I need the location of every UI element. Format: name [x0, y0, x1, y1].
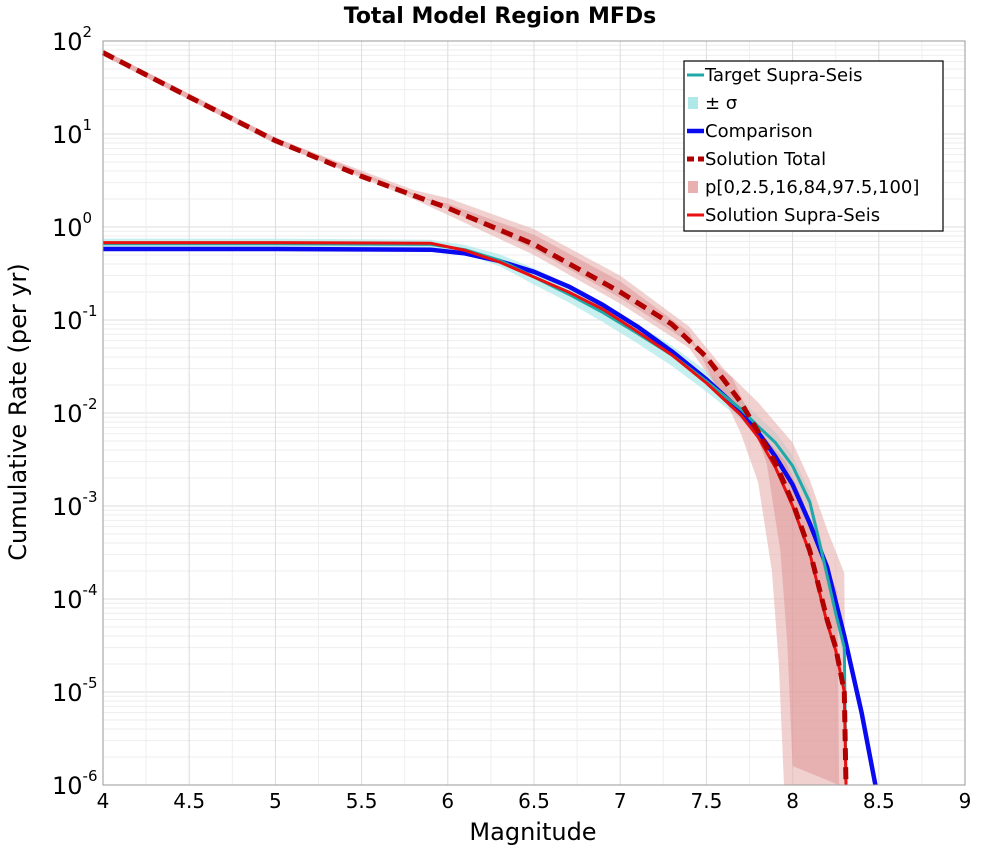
x-tick-label: 7 — [614, 789, 627, 813]
x-tick-label: 5.5 — [346, 789, 378, 813]
legend-label: Solution Supra-Seis — [705, 205, 880, 226]
y-tick-label: 10-2 — [52, 395, 98, 428]
plot-frame — [102, 40, 966, 786]
y-axis-ticks: 10-6 10-5 10-4 10-3 10-2 10-1 100 101 102 — [52, 23, 98, 800]
series-line-5 — [103, 241, 848, 786]
y-tick-label: 102 — [52, 23, 92, 56]
series-lines — [101, 50, 878, 786]
x-tick-label: 7.5 — [690, 789, 722, 813]
x-tick-label: 6.5 — [518, 789, 550, 813]
series-line-3 — [101, 50, 849, 786]
x-tick-label: 5 — [269, 789, 282, 813]
y-tick-label: 10-4 — [52, 581, 98, 614]
legend-label: ± σ — [705, 93, 737, 114]
y-tick-label: 10-6 — [52, 767, 98, 800]
y-tick-label: 101 — [52, 116, 92, 149]
y-tick-label: 100 — [52, 209, 92, 242]
x-tick-label: 8.5 — [863, 789, 895, 813]
legend-swatch — [688, 181, 698, 193]
legend: Target Supra-Seis ± σ Comparison Solution T… — [683, 60, 944, 232]
legend-label: p[0,2.5,16,84,97.5,100] — [705, 177, 919, 198]
legend-label: Solution Total — [705, 149, 826, 170]
x-tick-label: 4.5 — [173, 789, 205, 813]
chart-title: Total Model Region MFDs — [344, 4, 657, 29]
y-tick-label: 10-3 — [52, 488, 98, 521]
legend-box — [683, 60, 944, 232]
x-axis-ticks: 4 4.5 5 5.5 6 6.5 7 7.5 8 8.5 9 — [97, 789, 972, 813]
x-tick-label: 8 — [786, 789, 799, 813]
x-tick-label: 6 — [441, 789, 454, 813]
y-tick-label: 10-1 — [52, 302, 98, 335]
x-tick-label: 9 — [959, 789, 972, 813]
legend-label: Target Supra-Seis — [704, 65, 862, 86]
y-axis-label: Cumulative Rate (per yr) — [4, 263, 32, 561]
x-tick-label: 4 — [97, 789, 110, 813]
x-axis-label: Magnitude — [469, 818, 596, 846]
y-tick-label: 10-5 — [52, 674, 98, 707]
legend-label: Comparison — [705, 121, 813, 142]
legend-swatch — [688, 97, 698, 109]
